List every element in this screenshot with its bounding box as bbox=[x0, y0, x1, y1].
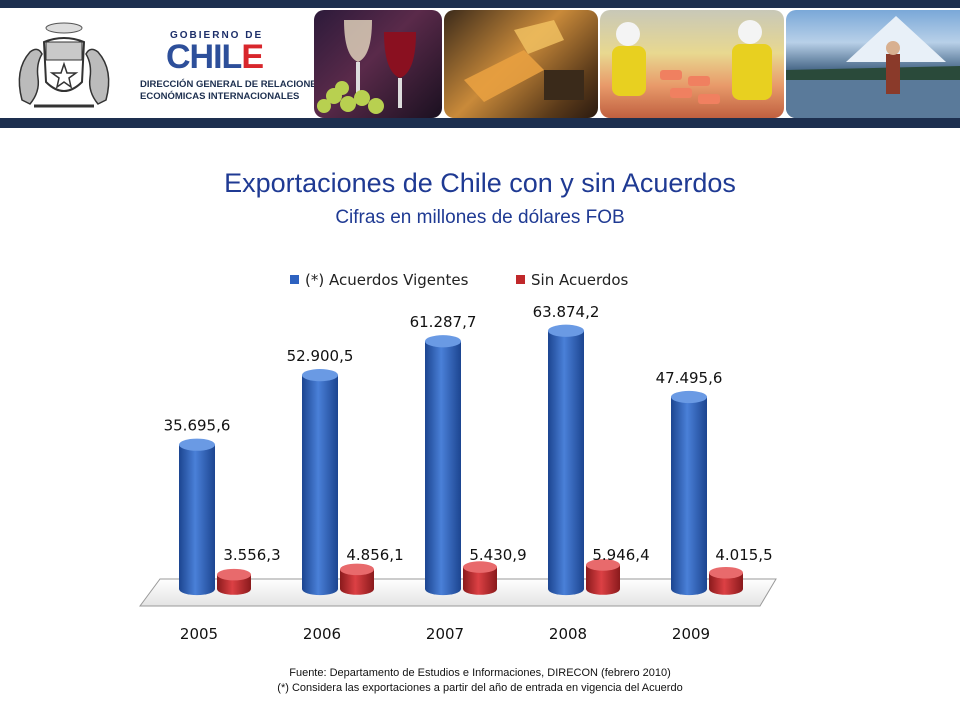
sin-acuerdos-bar-2006 bbox=[340, 563, 374, 595]
acuerdos-value-label: 47.495,6 bbox=[656, 369, 723, 387]
chart-bars: 35.695,6 3.556,3 2005 52.900,5 4.856,1 2006 61… bbox=[164, 303, 773, 643]
acuerdos-bar-top bbox=[179, 438, 215, 451]
sin-acuerdos-value-label: 5.946,4 bbox=[592, 546, 649, 564]
x-tick-label: 2009 bbox=[672, 625, 710, 643]
legend-swatch-sin-acuerdos bbox=[516, 275, 525, 284]
acuerdos-bar-2006 bbox=[302, 369, 338, 596]
acuerdos-bar-body bbox=[179, 444, 215, 596]
acuerdos-bar-body bbox=[671, 396, 707, 596]
sin-acuerdos-value-label: 4.856,1 bbox=[346, 546, 403, 564]
acuerdos-bar-top bbox=[671, 390, 707, 404]
header-bottom-strip bbox=[0, 118, 960, 128]
sin-acuerdos-bar-top bbox=[586, 559, 620, 571]
x-tick-label: 2008 bbox=[549, 625, 587, 643]
sin-acuerdos-bar-2009 bbox=[709, 566, 743, 595]
acuerdos-bar-body bbox=[548, 330, 584, 596]
gobierno-de-label: GOBIERNO DE bbox=[170, 30, 264, 41]
chile-wordmark-accent: E bbox=[241, 38, 264, 76]
x-tick-label: 2007 bbox=[426, 625, 464, 643]
salmon-processing-photo bbox=[600, 10, 784, 118]
acuerdos-bar-2005 bbox=[179, 438, 215, 596]
chart-title: Exportaciones de Chile con y sin Acuerdo… bbox=[224, 168, 736, 198]
chile-wordmark-main: CHIL bbox=[166, 38, 242, 76]
agreements-note: (*) Considera las exportaciones a partir… bbox=[277, 682, 683, 694]
fly-fishing-lake-photo bbox=[786, 10, 960, 118]
acuerdos-bar-2009 bbox=[671, 390, 707, 596]
acuerdos-bar-2008 bbox=[548, 324, 584, 596]
chile-wordmark: CHILE bbox=[166, 38, 264, 76]
sin-acuerdos-bar-body bbox=[340, 569, 374, 595]
legend-swatch-acuerdos bbox=[290, 275, 299, 284]
legend-label-acuerdos: (*) Acuerdos Vigentes bbox=[305, 271, 469, 289]
header-top-strip bbox=[0, 0, 960, 8]
sin-acuerdos-bar-body bbox=[709, 572, 743, 595]
acuerdos-value-label: 35.695,6 bbox=[164, 417, 231, 435]
bar-chart: 35.695,6 3.556,3 2005 52.900,5 4.856,1 2006 61… bbox=[139, 303, 777, 643]
acuerdos-bar-top bbox=[548, 324, 584, 337]
chart-subtitle: Cifras en millones de dólares FOB bbox=[335, 207, 625, 228]
sin-acuerdos-value-label: 4.015,5 bbox=[715, 546, 772, 564]
gobierno-de-chile-logo: GOBIERNO DE CHILE DIRECCIÓN GENERAL DE R… bbox=[140, 28, 323, 108]
sin-acuerdos-bar-top bbox=[340, 563, 374, 576]
acuerdos-bar-top bbox=[425, 335, 461, 348]
source-note: Fuente: Departamento de Estudios e Infor… bbox=[289, 667, 671, 679]
sin-acuerdos-bar-2007 bbox=[463, 561, 497, 595]
acuerdos-value-label: 63.874,2 bbox=[533, 303, 600, 321]
sin-acuerdos-bar-top bbox=[463, 561, 497, 573]
sin-acuerdos-bar-body bbox=[217, 574, 251, 595]
copper-smelting-photo bbox=[444, 10, 598, 118]
direccion-line-2: ECONÓMICAS INTERNACIONALES bbox=[140, 91, 300, 102]
x-tick-label: 2005 bbox=[180, 625, 218, 643]
sin-acuerdos-bar-body bbox=[586, 564, 620, 595]
acuerdos-bar-2007 bbox=[425, 335, 461, 596]
sin-acuerdos-bar-top bbox=[217, 568, 251, 581]
sin-acuerdos-bar-top bbox=[709, 566, 743, 579]
x-tick-label: 2006 bbox=[303, 625, 341, 643]
acuerdos-bar-body bbox=[302, 375, 338, 596]
acuerdos-bar-body bbox=[425, 341, 461, 596]
sin-acuerdos-bar-2005 bbox=[217, 568, 251, 595]
sin-acuerdos-bar-body bbox=[463, 567, 497, 595]
direccion-line-1: DIRECCIÓN GENERAL DE RELACIONES bbox=[140, 79, 323, 90]
acuerdos-value-label: 52.900,5 bbox=[287, 347, 354, 365]
sin-acuerdos-value-label: 3.556,3 bbox=[223, 546, 280, 564]
coat-of-arms-logo bbox=[18, 22, 110, 108]
sin-acuerdos-value-label: 5.430,9 bbox=[469, 546, 526, 564]
sin-acuerdos-bar-2008 bbox=[586, 559, 620, 595]
acuerdos-bar-top bbox=[302, 369, 338, 382]
acuerdos-value-label: 61.287,7 bbox=[410, 313, 477, 331]
legend-label-sin-acuerdos: Sin Acuerdos bbox=[531, 271, 629, 289]
wine-grapes-photo bbox=[314, 10, 442, 118]
